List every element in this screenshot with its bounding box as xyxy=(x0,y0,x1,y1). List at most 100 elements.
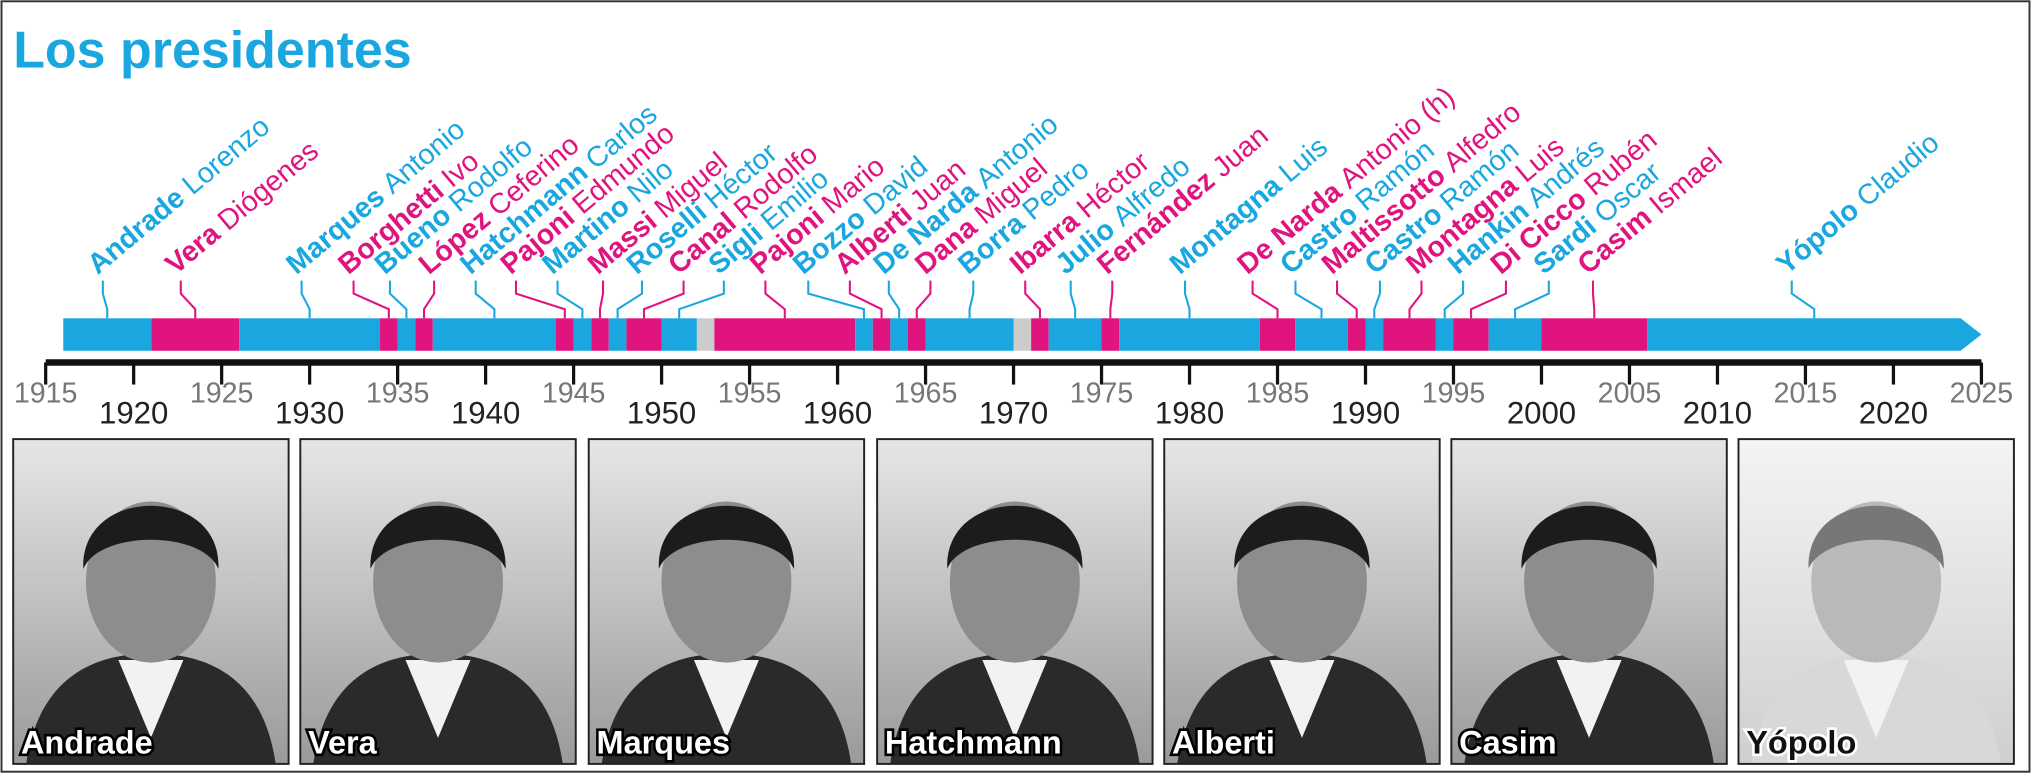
leader-line xyxy=(915,280,932,319)
leader-line xyxy=(848,280,883,319)
term-segment xyxy=(397,318,416,351)
photo-caption: Hatchmann xyxy=(885,725,1062,761)
leader-line xyxy=(678,280,725,319)
term-segment xyxy=(1647,318,1982,351)
tick-label: 2020 xyxy=(1859,396,1928,431)
tick-label: 2015 xyxy=(1774,378,1838,410)
photo-hair xyxy=(83,505,219,570)
photo-collar xyxy=(1556,659,1622,738)
tick-label: 1960 xyxy=(803,396,872,431)
term-segment xyxy=(1383,318,1436,351)
photo-frame xyxy=(1450,438,1728,765)
photo-caption: Yópolo xyxy=(1746,725,1856,761)
photo-frame xyxy=(1737,438,2015,765)
term-segment xyxy=(1347,318,1366,351)
leader-line xyxy=(1294,280,1323,319)
term-segment xyxy=(925,318,1014,351)
photo-hair xyxy=(1808,505,1944,570)
term-segment xyxy=(626,318,662,351)
term-segment xyxy=(661,318,697,351)
term-segment xyxy=(591,318,609,351)
term-segment xyxy=(239,318,381,351)
tick-label: 1950 xyxy=(627,396,696,431)
term-segment xyxy=(1365,318,1384,351)
gap-segment xyxy=(1013,318,1032,351)
term-segment xyxy=(1488,318,1542,351)
tick-label: 1990 xyxy=(1331,396,1400,431)
timeline: AndradeLorenzoVeraDiógenesMarquesAntonio… xyxy=(14,81,2013,431)
photo-frame xyxy=(299,438,577,765)
leader-line xyxy=(1251,280,1279,319)
leader-line xyxy=(968,280,975,319)
photo-hair xyxy=(947,505,1083,570)
tick-label: 1970 xyxy=(979,396,1048,431)
photo-strip: Andrade Vera Marques Hatchmann Alberti Casim Y… xyxy=(12,438,2015,765)
term-segment xyxy=(415,318,433,351)
leader-line xyxy=(300,280,311,319)
leader-line xyxy=(388,280,408,319)
leader-line xyxy=(1336,280,1358,319)
tick-label: 1995 xyxy=(1422,378,1486,410)
tick-label: 1955 xyxy=(718,378,782,410)
leader-line xyxy=(642,280,685,319)
photo-collar xyxy=(1843,659,1909,738)
term-segment xyxy=(1435,318,1454,351)
term-segment xyxy=(1541,318,1648,351)
term-segment xyxy=(573,318,592,351)
title: Los presidentes xyxy=(13,22,411,80)
portrait: Yópolo xyxy=(1737,438,2015,765)
photo-hair xyxy=(1521,505,1657,570)
tick-label: 2025 xyxy=(1950,378,2014,410)
photo-caption: Casim xyxy=(1459,725,1556,761)
photo-frame xyxy=(12,438,290,765)
leader-line xyxy=(101,280,109,319)
term-segment xyxy=(1031,318,1049,351)
leader-line xyxy=(1470,280,1507,319)
photo-frame xyxy=(587,438,866,765)
portrait: Alberti xyxy=(1163,438,1441,765)
leader-line xyxy=(514,280,566,319)
portrait: Vera xyxy=(299,438,577,765)
photo-collar xyxy=(405,659,471,738)
tick-label: 1985 xyxy=(1246,378,1310,410)
leader-line xyxy=(352,280,390,319)
photo-caption: Andrade xyxy=(21,725,153,761)
tick-label: 1940 xyxy=(451,396,520,431)
tick-label: 1965 xyxy=(894,378,958,410)
term-segment xyxy=(1259,318,1296,351)
portrait: Andrade xyxy=(12,438,290,765)
photo-hair xyxy=(1234,505,1370,570)
term-segment xyxy=(714,318,856,351)
photo-collar xyxy=(118,659,184,738)
leader-line xyxy=(179,280,197,319)
term-segment xyxy=(1119,318,1260,351)
leader-line xyxy=(1024,280,1041,319)
leader-line xyxy=(1514,280,1550,319)
portrait: Casim xyxy=(1450,438,1728,765)
photo-hair xyxy=(370,505,506,570)
leader-line xyxy=(1790,280,1816,319)
term-segment xyxy=(907,318,926,351)
leader-line xyxy=(807,280,866,319)
tick-label: 1945 xyxy=(542,378,606,410)
term-segment xyxy=(556,318,574,351)
term-segment xyxy=(380,318,398,351)
photo-caption: Alberti xyxy=(1172,725,1275,761)
leader-line xyxy=(474,280,496,319)
photo-frame xyxy=(876,438,1154,765)
tick-label: 1975 xyxy=(1070,378,1134,410)
term-segment xyxy=(1101,318,1120,351)
photo-frame xyxy=(1163,438,1441,765)
leader-line xyxy=(598,280,605,319)
leader-line xyxy=(1408,280,1423,319)
leader-line xyxy=(764,280,786,319)
term-segment xyxy=(151,318,240,351)
leader-line xyxy=(1591,280,1596,319)
term-segment xyxy=(63,318,152,351)
term-segment xyxy=(432,318,557,351)
leader-line xyxy=(887,280,901,319)
tick-label: 1915 xyxy=(14,378,78,410)
term-segment xyxy=(855,318,873,351)
